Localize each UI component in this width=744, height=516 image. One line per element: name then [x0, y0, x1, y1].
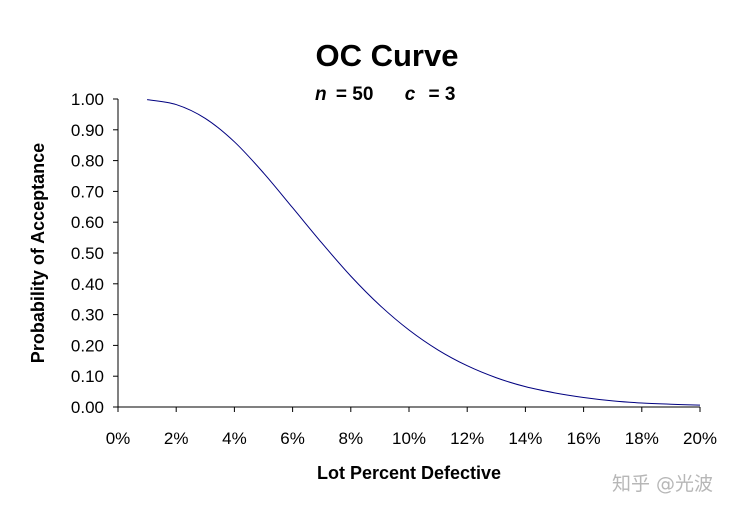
y-axis-title: Probability of Acceptance — [28, 143, 48, 363]
subtitle-n-value: = 50 — [336, 84, 374, 105]
x-axis-title: Lot Percent Defective — [317, 463, 501, 483]
y-ticks: 0.00 0.10 0.20 0.30 0.40 0.50 0.60 0.70 0.80 0.90… — [71, 90, 118, 417]
y-tick-label: 0.10 — [71, 367, 104, 386]
y-tick-label: 0.00 — [71, 398, 104, 417]
x-tick-label: 16% — [567, 429, 601, 448]
chart-title: OC Curve — [316, 38, 459, 73]
x-tick-label: 12% — [450, 429, 484, 448]
x-tick-label: 10% — [392, 429, 426, 448]
y-tick-label: 0.60 — [71, 213, 104, 232]
x-tick-label: 0% — [106, 429, 131, 448]
x-tick-label: 20% — [683, 429, 717, 448]
axes — [117, 99, 700, 408]
watermark: 知乎 @光波 — [612, 473, 713, 495]
x-tick-label: 2% — [164, 429, 189, 448]
series-layer — [147, 99, 701, 406]
y-tick-label: 0.90 — [71, 121, 104, 140]
subtitle-n-label: n — [315, 84, 327, 105]
chart-subtitle: n = 50 c = 3 — [315, 84, 456, 105]
y-tick-label: 0.80 — [71, 152, 104, 171]
x-tick-label: 8% — [339, 429, 364, 448]
series-line-oc-curve — [147, 99, 701, 406]
y-tick-label: 0.70 — [71, 182, 104, 201]
x-tick-label: 14% — [508, 429, 542, 448]
subtitle-c-label: c — [405, 84, 416, 105]
y-tick-label: 0.50 — [71, 244, 104, 263]
x-tick-label: 6% — [280, 429, 305, 448]
y-tick-label: 0.30 — [71, 306, 104, 325]
x-tick-label: 4% — [222, 429, 247, 448]
x-ticks: 0% 2% 4% 6% 8% 10% 12% 14% 16% 18% 20% — [106, 407, 717, 448]
y-tick-label: 0.40 — [71, 275, 104, 294]
x-tick-label: 18% — [625, 429, 659, 448]
y-tick-label: 1.00 — [71, 90, 104, 109]
y-tick-label: 0.20 — [71, 336, 104, 355]
subtitle-c-value: = 3 — [429, 84, 456, 105]
